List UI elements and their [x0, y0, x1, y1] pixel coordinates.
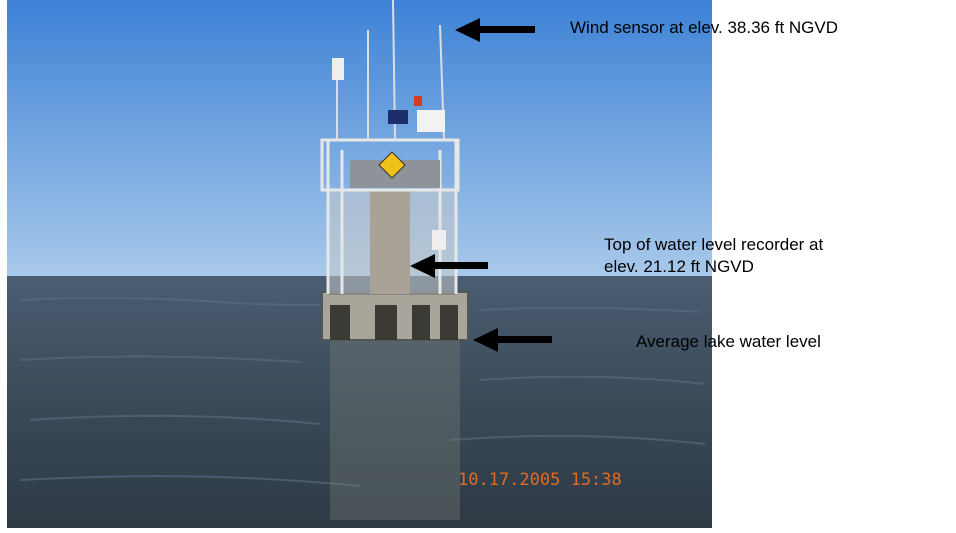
annotation: elev. 21.12 ft NGVD — [604, 257, 754, 276]
annotation: Average lake water level — [636, 332, 821, 351]
annotation: Wind sensor at elev. 38.36 ft NGVD — [570, 18, 838, 37]
photo: 10.17.2005 15:38 — [7, 0, 712, 528]
photo-timestamp: 10.17.2005 15:38 — [458, 470, 622, 490]
annotation: Top of water level recorder at — [604, 235, 823, 254]
arrows — [410, 18, 552, 352]
